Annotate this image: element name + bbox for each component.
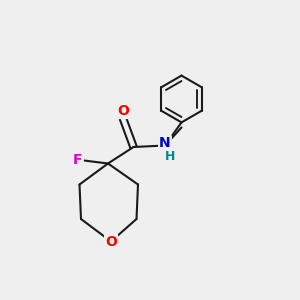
Text: H: H <box>165 149 176 163</box>
Text: F: F <box>73 154 83 167</box>
Text: O: O <box>117 104 129 118</box>
Text: O: O <box>105 235 117 248</box>
Text: N: N <box>159 136 171 150</box>
